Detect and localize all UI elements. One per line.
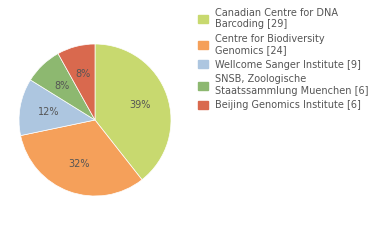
Wedge shape [21, 120, 142, 196]
Text: 12%: 12% [38, 107, 59, 117]
Text: 8%: 8% [55, 81, 70, 91]
Wedge shape [95, 44, 171, 180]
Wedge shape [30, 54, 95, 120]
Wedge shape [19, 80, 95, 136]
Text: 39%: 39% [129, 100, 150, 110]
Wedge shape [58, 44, 95, 120]
Text: 8%: 8% [76, 69, 91, 79]
Legend: Canadian Centre for DNA
Barcoding [29], Centre for Biodiversity
Genomics [24], W: Canadian Centre for DNA Barcoding [29], … [195, 5, 372, 113]
Text: 32%: 32% [68, 159, 90, 169]
